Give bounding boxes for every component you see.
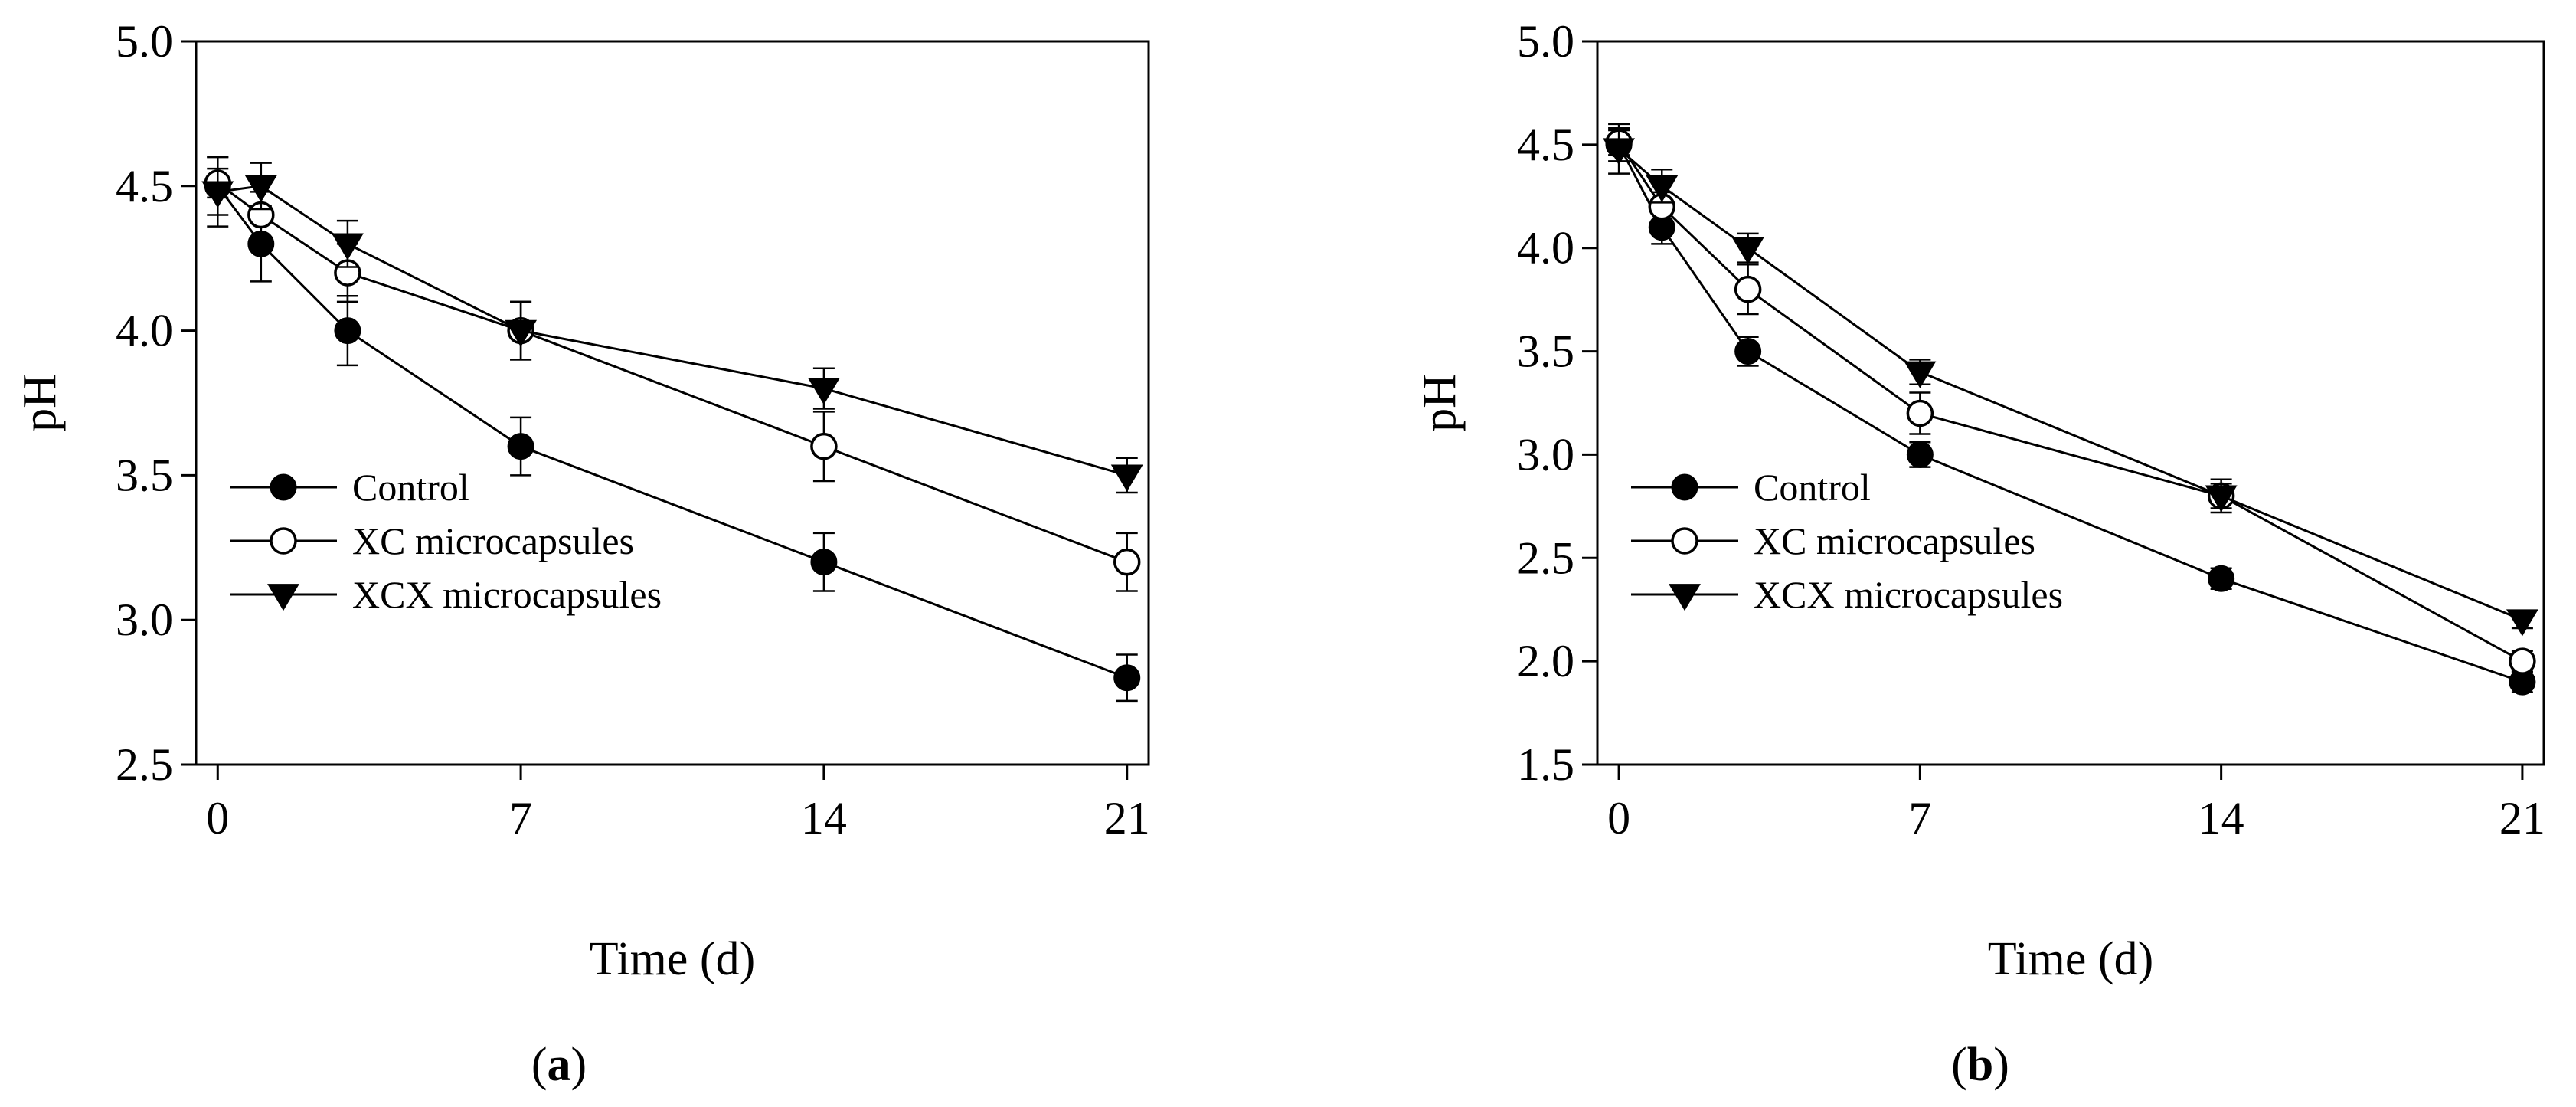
x-tick-label: 7 (509, 793, 532, 843)
data-point (807, 378, 840, 405)
data-point (2509, 647, 2536, 675)
legend-marker (1669, 584, 1701, 611)
data-point (810, 549, 838, 576)
legend: Control XC microcapsules XCX microcapsules (230, 466, 662, 616)
legend-label: XCX microcapsules (352, 573, 662, 616)
chart-panel-a: 2.5 3.0 3.5 4.0 4.5 5.0 0 7 14 21 Time (d) pH (a) Con… (14, 16, 1150, 1091)
x-tick-label: 0 (206, 793, 229, 843)
x-tick-label: 14 (801, 793, 847, 843)
x-axis-label: Time (d) (590, 933, 755, 985)
y-axis-label: pH (1414, 374, 1466, 432)
data-point (507, 433, 534, 460)
y-tick-label: 5.0 (1517, 16, 1574, 67)
x-tick-label: 21 (2499, 793, 2545, 843)
legend-marker (1671, 473, 1698, 501)
data-point (1734, 275, 1762, 303)
y-tick-label: 4.0 (1517, 223, 1574, 273)
y-axis-label: pH (14, 374, 66, 432)
data-point (1113, 664, 1141, 692)
data-point (1113, 548, 1141, 576)
legend-marker (270, 473, 297, 501)
panel-label: (a) (531, 1039, 587, 1091)
data-point (2208, 565, 2235, 592)
legend-marker (1671, 527, 1698, 555)
y-tick-label: 2.5 (1517, 532, 1574, 583)
y-tick-label: 4.5 (1517, 120, 1574, 170)
data-point (1646, 175, 1679, 203)
data-point (1603, 138, 1636, 165)
x-tick-label: 0 (1607, 793, 1630, 843)
panel-label-open: ( (1951, 1039, 1967, 1091)
y-tick-label: 2.0 (1517, 636, 1574, 686)
data-point (2506, 609, 2538, 637)
data-point (1734, 338, 1762, 365)
y-tick-label: 5.0 (116, 16, 173, 67)
x-tick-label: 7 (1908, 793, 1931, 843)
panel-label-close: ) (571, 1039, 587, 1091)
series-2 (201, 156, 1143, 494)
plot-frame (195, 40, 1150, 766)
panel-label-letter: b (1967, 1039, 1993, 1091)
legend-marker (270, 527, 297, 555)
data-point (331, 233, 364, 260)
x-tick-label: 14 (2198, 793, 2244, 843)
panel-label-letter: a (548, 1039, 571, 1091)
panel-label-close: ) (1993, 1039, 2009, 1091)
y-tick-label: 4.0 (116, 306, 173, 356)
y-tick-label: 4.5 (116, 161, 173, 211)
legend: Control XC microcapsules XCX microcapsules (1631, 466, 2063, 616)
data-point (1906, 399, 1934, 427)
legend-label: XC microcapsules (1754, 519, 2035, 562)
y-tick-label: 3.0 (1517, 429, 1574, 480)
legend-label: Control (352, 466, 469, 509)
chart-panel-b: 1.5 2.0 2.5 3.0 3.5 4.0 4.5 5.0 0 7 14 21 Time (d) pH… (1414, 16, 2545, 1091)
y-tick-label: 3.0 (116, 594, 173, 645)
data-point (1906, 441, 1934, 468)
legend-label: XCX microcapsules (1754, 573, 2063, 616)
data-point (1904, 361, 1937, 388)
data-point (334, 317, 361, 345)
legend-marker (267, 584, 299, 611)
legend-label: Control (1754, 466, 1871, 509)
panel-label-open: ( (531, 1039, 548, 1091)
data-point (505, 319, 538, 347)
data-point (244, 175, 277, 203)
data-point (201, 181, 234, 208)
data-point (2205, 485, 2238, 513)
data-point (810, 432, 838, 460)
y-tick-label: 2.5 (116, 739, 173, 790)
data-point (1110, 464, 1143, 492)
y-tick-label: 3.5 (1517, 326, 1574, 377)
y-tick-label: 1.5 (1517, 739, 1574, 790)
data-point (1731, 237, 1764, 264)
x-tick-label: 21 (1104, 793, 1150, 843)
x-axis-label: Time (d) (1988, 933, 2153, 985)
panel-label: (b) (1951, 1039, 2009, 1091)
legend-label: XC microcapsules (352, 519, 634, 562)
series-2 (1603, 123, 2538, 637)
y-tick-label: 3.5 (116, 450, 173, 500)
plot-frame (1596, 40, 2545, 766)
